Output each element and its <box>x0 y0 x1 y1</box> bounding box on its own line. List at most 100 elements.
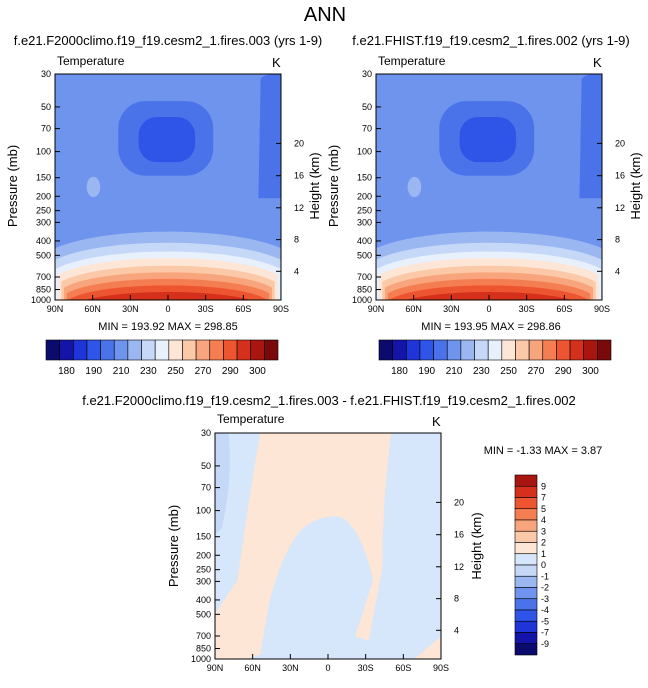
colorbar-box <box>446 339 462 361</box>
y-tick-label: 400 <box>36 236 51 246</box>
colorbar-box <box>250 339 265 361</box>
colorbar-label: 4 <box>541 515 546 525</box>
colorbar-label: 190 <box>85 366 102 377</box>
colorbar-label: 9 <box>541 481 546 491</box>
y-tick-label: 1000 <box>352 295 372 305</box>
colorbar-box <box>514 542 538 555</box>
x-tick-label: 90N <box>207 663 224 673</box>
colorbar-box <box>514 587 538 600</box>
colorbar: 180 190 210 230 250 270 290 300 <box>378 339 612 377</box>
colorbar-label: 180 <box>58 366 75 377</box>
y-tick-label: 300 <box>36 217 51 227</box>
colorbar-label: 3 <box>541 526 546 536</box>
x-tick-label: 60N <box>244 663 261 673</box>
colorbar-box <box>569 339 585 361</box>
x-tick-label: 60S <box>235 304 251 314</box>
colorbar-label: 210 <box>446 366 463 377</box>
y-tick-label: 500 <box>196 609 211 619</box>
colorbar-box <box>72 339 88 361</box>
y-right-tick-label: 8 <box>615 235 620 245</box>
colorbar-box <box>209 339 224 361</box>
y-tick-label: 200 <box>36 191 51 201</box>
panel-title: f.e21.F2000climo.f19_f19.cesm2_1.fires.0… <box>82 393 576 408</box>
y-tick-label: 250 <box>196 565 211 575</box>
colorbar-box <box>195 339 211 361</box>
colorbar-box <box>236 339 252 361</box>
y-tick-label: 700 <box>36 272 51 282</box>
contour-band <box>86 176 101 198</box>
colorbar-label: -2 <box>541 583 549 593</box>
contour-band <box>258 74 281 199</box>
x-tick-label: 60S <box>395 663 411 673</box>
contour-plot: 90N 60N 30N 0 30S 60S 90S 30 50 70 100 150 200 250300… <box>352 69 625 314</box>
colorbar-box <box>100 339 115 361</box>
y-right-tick-label: 20 <box>294 138 304 148</box>
stats-text: MIN = -1.33 MAX = 3.87 <box>484 445 603 457</box>
y-tick-label: 70 <box>201 483 211 493</box>
x-tick-label: 0 <box>486 304 491 314</box>
contour-band <box>413 636 441 659</box>
y-tick-label: 150 <box>36 173 51 183</box>
y-axis-label: Pressure (mb) <box>166 505 181 587</box>
colorbar-label: 250 <box>167 366 184 377</box>
colorbar-box <box>514 643 538 656</box>
colorbar-label: 270 <box>195 366 212 377</box>
y-tick-label: 200 <box>357 191 372 201</box>
x-tick-label: 90S <box>273 304 289 314</box>
panel-control: f.e21.F2000climo.f19_f19.cesm2_1.fires.0… <box>5 33 322 377</box>
x-tick-label: 90N <box>47 304 64 314</box>
y-right-tick-label: 12 <box>454 562 464 572</box>
colorbar-box <box>514 575 538 588</box>
colorbar-label: 230 <box>140 366 157 377</box>
x-tick-label: 30N <box>443 304 460 314</box>
colorbar-box <box>392 339 407 361</box>
x-tick-label: 30S <box>519 304 535 314</box>
y-tick-label: 50 <box>41 102 51 112</box>
colorbar-label: 300 <box>249 366 266 377</box>
x-tick-label: 30S <box>198 304 214 314</box>
y-tick-label: 100 <box>196 506 211 516</box>
colorbar-box <box>223 339 238 361</box>
colorbar-box <box>514 609 538 622</box>
contour-band <box>407 176 422 198</box>
panel-subtitle-left: Temperature <box>217 412 285 426</box>
colorbar-box <box>419 339 434 361</box>
y-tick-label: 300 <box>357 217 372 227</box>
panel-subtitle-right: K <box>593 55 602 70</box>
colorbar-box <box>405 339 421 361</box>
colorbar-label: -9 <box>541 639 549 649</box>
y-tick-label: 700 <box>196 631 211 641</box>
colorbar-box <box>474 339 489 361</box>
y-tick-label: 30 <box>41 69 51 79</box>
y-tick-label: 50 <box>362 102 372 112</box>
colorbar-label: 250 <box>500 366 517 377</box>
y-right-tick-label: 12 <box>294 203 304 213</box>
colorbar-box <box>113 339 129 361</box>
colorbar-box <box>514 474 538 487</box>
colorbar-box <box>542 339 557 361</box>
x-tick-label: 0 <box>165 304 170 314</box>
contour-band <box>215 433 230 535</box>
x-tick-label: 90S <box>433 663 449 673</box>
colorbar-label: 5 <box>541 504 546 514</box>
y-axis-right-label: Height (km) <box>307 152 322 219</box>
x-tick-label: 60S <box>556 304 572 314</box>
colorbar-box <box>168 339 183 361</box>
y-right-tick-label: 8 <box>294 235 299 245</box>
y-tick-label: 1000 <box>191 654 211 664</box>
panel-subtitle-right: K <box>272 55 281 70</box>
colorbar-label: -3 <box>541 594 549 604</box>
panel-title: f.e21.F2000climo.f19_f19.cesm2_1.fires.0… <box>14 33 323 48</box>
colorbar-box <box>528 339 544 361</box>
y-tick-label: 700 <box>357 272 372 282</box>
x-tick-label: 0 <box>325 663 330 673</box>
colorbar-box <box>514 485 538 498</box>
y-tick-label: 850 <box>357 285 372 295</box>
y-right-tick-label: 20 <box>454 497 464 507</box>
y-right-tick-label: 16 <box>294 171 304 181</box>
y-axis-label: Pressure (mb) <box>5 145 20 227</box>
colorbar-label: -7 <box>541 628 549 638</box>
y-tick-label: 100 <box>36 147 51 157</box>
colorbar-box <box>154 339 170 361</box>
